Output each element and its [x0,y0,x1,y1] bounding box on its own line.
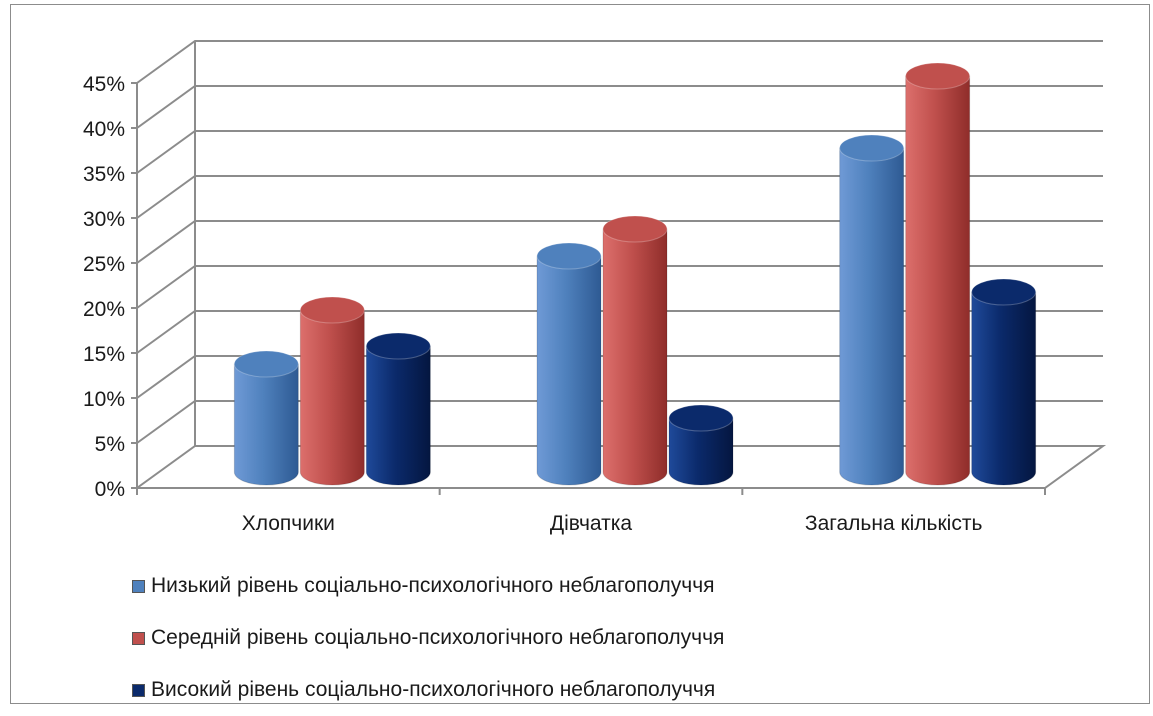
legend-item-medium: Середній рівень соціально-психологічного… [132,612,724,664]
legend-swatch-medium [132,631,145,645]
y-tick-label: 15% [83,343,125,366]
gridline [136,310,1103,354]
legend-item-low: Низький рівень соціально-психологічного … [132,560,724,612]
bar-low-2 [839,134,905,486]
chart-legend: Низький рівень соціально-психологічного … [132,560,724,716]
bar-low-0 [233,350,299,486]
bar-low-1 [536,242,602,486]
x-tick-label: Хлопчики [242,512,335,535]
gridline [136,175,1103,219]
bar-high-2 [971,278,1037,486]
gridline [136,265,1103,309]
gridline [136,85,1103,129]
y-tick-label: 35% [83,163,125,186]
bar-medium-2 [905,62,971,486]
y-tick-label: 30% [83,208,125,231]
x-tick-label: Загальна кількість [805,512,983,535]
y-tick-label: 25% [83,253,125,276]
bar-high-1 [668,404,734,486]
legend-label-low: Низький рівень соціально-психологічного … [151,574,715,597]
y-tick-label: 45% [83,73,125,96]
gridline [136,355,1103,399]
legend-label-medium: Середній рівень соціально-психологічного… [151,626,725,649]
legend-label-high: Високий рівень соціально-психологічного … [151,678,716,701]
legend-item-high: Високий рівень соціально-психологічного … [132,664,724,716]
gridline [136,130,1103,174]
y-tick-label: 5% [95,433,125,456]
legend-swatch-low [132,579,145,593]
gridline [136,40,1103,84]
y-tick-label: 10% [83,388,125,411]
x-tick-label: Дівчатка [550,512,633,535]
legend-swatch-high [132,683,145,697]
y-tick-label: 0% [95,478,125,501]
y-tick-label: 40% [83,118,125,141]
gridline [136,220,1103,264]
bar-medium-1 [602,215,668,486]
bar-medium-0 [299,296,365,486]
y-tick-label: 20% [83,298,125,321]
bar-high-0 [365,332,431,486]
gridline [136,400,1103,444]
